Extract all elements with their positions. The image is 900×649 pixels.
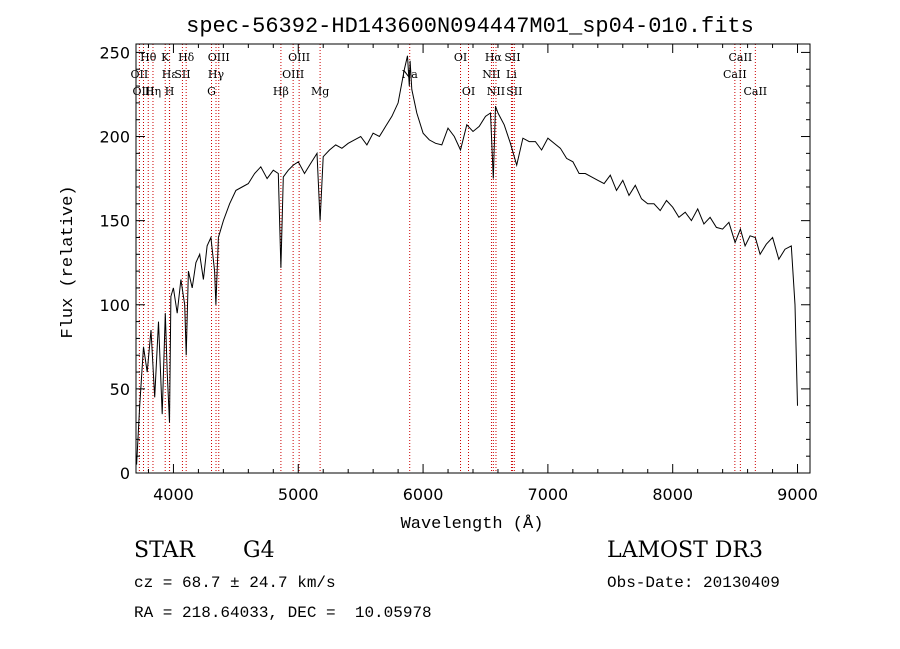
x-tick-label: 8000 (652, 485, 693, 504)
x-axis-ticks: 4000 5000 6000 7000 8000 9000 (147, 44, 818, 504)
survey-name: LAMOST DR3 (607, 538, 763, 563)
y-tick-label: 100 (99, 296, 130, 315)
line-marker-label: H (165, 85, 175, 98)
line-marker-label: CaII (729, 51, 753, 64)
plot-frame (135, 43, 811, 474)
line-marker-label: OI (462, 85, 475, 98)
obs-date: Obs-Date: 20130409 (607, 574, 780, 592)
y-tick-label: 150 (99, 212, 130, 231)
y-axis-label: Flux (relative) (59, 185, 78, 338)
subclass: G4 (243, 538, 275, 563)
y-tick-label: 250 (99, 43, 130, 62)
line-marker-label: Li (506, 68, 517, 81)
line-marker-label: OIII (282, 68, 304, 81)
x-tick-label: 6000 (403, 485, 444, 504)
line-marker-label: Hθ (140, 51, 157, 64)
line-marker-label: OIII (288, 51, 310, 64)
line-marker-label: Hβ (273, 85, 289, 98)
line-marker-label: G (207, 85, 216, 98)
line-marker-label: OI (454, 51, 467, 64)
y-tick-label: 0 (120, 464, 130, 483)
line-marker-label: Hγ (208, 68, 225, 81)
object-type: STAR (134, 538, 195, 563)
velocity-readout: cz = 68.7 ± 24.7 km/s (134, 574, 336, 592)
line-marker-label: Hη (145, 85, 161, 98)
spectrum-series-line (136, 55, 798, 465)
line-marker-label: Hδ (178, 51, 195, 64)
spectral-line-markers (138, 44, 756, 473)
line-marker-label: SII (174, 68, 190, 81)
x-axis-label: Wavelength (Å) (401, 515, 544, 534)
chart-title: spec-56392-HD143600N094447M01_sp04-010.f… (186, 14, 754, 39)
line-marker-label: Hα (485, 51, 503, 64)
line-marker-label: NII (482, 68, 500, 81)
x-tick-label: 5000 (278, 485, 319, 504)
line-marker-label: Mg (311, 85, 329, 98)
line-marker-label: OII (131, 68, 149, 81)
coordinates: RA = 218.64033, DEC = 10.05978 (134, 604, 432, 622)
line-marker-label: NII (487, 85, 505, 98)
y-axis-ticks: 0 50 100 150 200 250 (99, 43, 810, 483)
line-marker-label: OIII (132, 85, 154, 98)
line-marker-label: CaII (723, 68, 747, 81)
line-marker-label: K (161, 51, 170, 64)
x-tick-label: 9000 (777, 485, 818, 504)
line-marker-label: SII (506, 85, 522, 98)
line-marker-label: SII (504, 51, 520, 64)
y-tick-label: 200 (99, 128, 130, 147)
x-tick-label: 7000 (528, 485, 569, 504)
y-tick-label: 50 (110, 380, 130, 399)
line-marker-label: CaII (743, 85, 767, 98)
x-tick-label: 4000 (153, 485, 194, 504)
line-marker-label: Hε (162, 68, 178, 81)
line-marker-label: OIII (208, 51, 230, 64)
